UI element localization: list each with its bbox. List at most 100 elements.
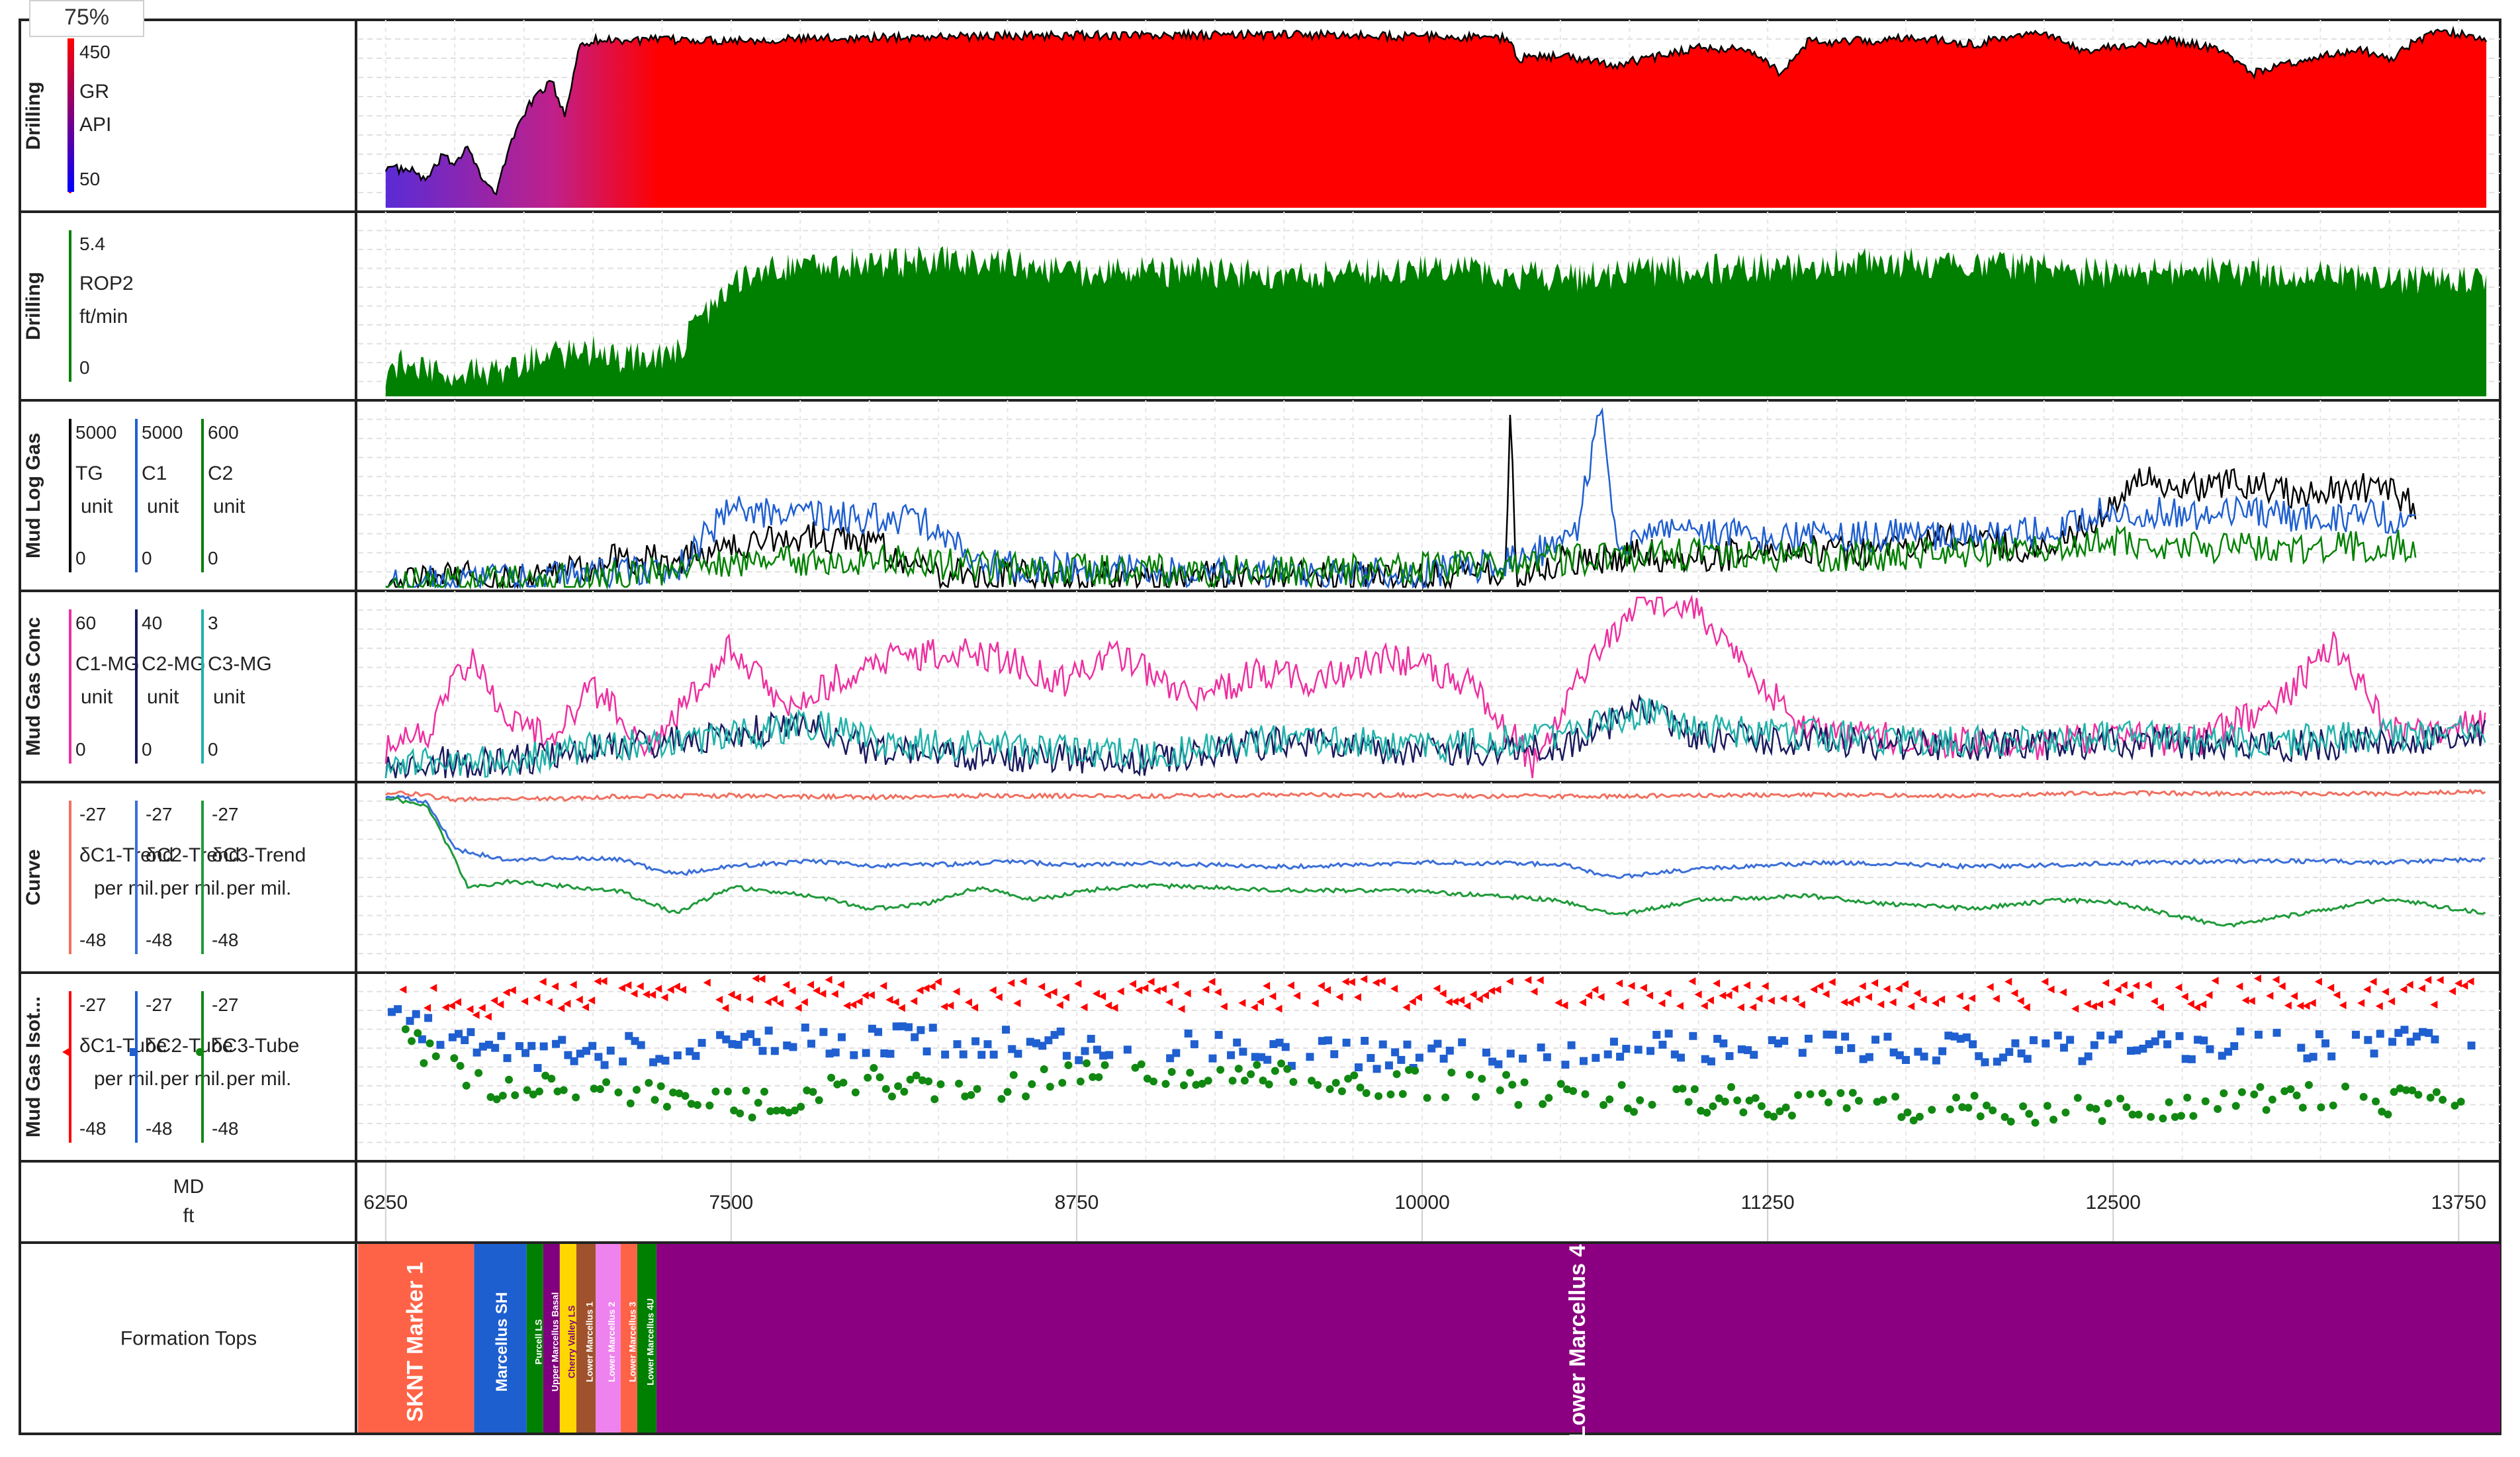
legend-unit: unit (213, 686, 246, 708)
data-point (686, 1047, 694, 1056)
data-point (1828, 978, 1836, 987)
data-point (1149, 1077, 1158, 1086)
data-point (1961, 1004, 1969, 1012)
data-point (1915, 1112, 1924, 1121)
legend-marker-square (130, 1048, 138, 1056)
data-point (1597, 993, 1605, 1001)
series-c1-mg (384, 594, 2486, 779)
data-point (1822, 990, 1830, 998)
legend-marker-triangle (62, 1047, 70, 1057)
data-point (736, 1109, 744, 1118)
data-point (1779, 994, 1787, 1003)
data-point (1271, 1067, 1279, 1075)
series-line (384, 697, 2486, 779)
data-point (1415, 1053, 1423, 1062)
data-point (934, 977, 942, 986)
data-point (1889, 998, 1897, 1006)
md-tick-label: 11250 (1741, 1192, 1795, 1214)
data-point (1578, 998, 1586, 1007)
data-point (455, 1030, 463, 1038)
legend-unit: unit (147, 686, 179, 708)
data-point (1737, 1045, 1746, 1053)
data-point (1733, 1096, 1742, 1104)
series-area (385, 245, 2487, 396)
data-point (1064, 1061, 1073, 1069)
data-point (600, 1061, 609, 1069)
data-point (2253, 974, 2261, 983)
data-point (2010, 989, 2018, 998)
data-point (815, 1096, 823, 1104)
data-point (783, 1041, 791, 1050)
data-point (831, 1048, 840, 1057)
data-point (651, 1096, 659, 1104)
data-point (655, 1055, 664, 1063)
data-point (2436, 976, 2444, 985)
data-point (1283, 1065, 1292, 1073)
data-point (2375, 1002, 2383, 1010)
data-point (2175, 1032, 2184, 1040)
data-point (1411, 1067, 1419, 1075)
legend-unit: ft/min (79, 306, 128, 328)
formation-band (576, 1244, 596, 1433)
data-point (594, 1053, 603, 1061)
data-point (1433, 1039, 1442, 1048)
data-point (582, 1047, 591, 1055)
data-point (1256, 998, 1264, 1006)
data-point (1458, 1038, 1466, 1047)
data-point (1390, 985, 1398, 993)
data-point (1165, 998, 1173, 1006)
data-point (1123, 1045, 1132, 1054)
data-point (1684, 1098, 1693, 1106)
data-point (1186, 1069, 1194, 1077)
data-point (825, 975, 832, 984)
data-point (2359, 1092, 2368, 1101)
data-point (572, 1093, 580, 1102)
data-point (1238, 998, 1246, 1007)
data-point (2092, 1104, 2100, 1113)
data-point (1561, 1061, 1570, 1069)
data-point (1895, 1051, 1904, 1059)
data-point (472, 1048, 481, 1057)
data-point (797, 1102, 805, 1111)
data-point (1265, 1080, 1273, 1088)
data-point (1962, 1033, 1971, 1041)
data-point (1403, 1040, 1412, 1049)
md-axis-unit: ft (183, 1205, 195, 1227)
data-point (971, 1003, 979, 1012)
data-point (1441, 1093, 1450, 1102)
data-point (1895, 985, 1903, 993)
data-point (2043, 1102, 2051, 1110)
data-point (2256, 1082, 2265, 1091)
data-point (2369, 977, 2377, 986)
data-point (559, 1086, 568, 1094)
data-point (1056, 1027, 1065, 1036)
data-point (496, 1000, 504, 1008)
data-point (953, 1040, 962, 1049)
data-point (448, 1033, 457, 1041)
legend-top: 40 (142, 613, 162, 633)
data-point (722, 1035, 731, 1043)
data-point (508, 986, 516, 994)
zoom-level[interactable]: 75% (29, 0, 144, 37)
data-point (1822, 1030, 1831, 1039)
data-point (2364, 1036, 2372, 1044)
data-point (1131, 1063, 1140, 1072)
data-point (1871, 1036, 1880, 1044)
data-point (2171, 1113, 2179, 1122)
data-point (900, 1087, 909, 1096)
data-point (1275, 1038, 1284, 1047)
data-point (1859, 1055, 1868, 1063)
legend-c1-mg: 60 C1-MG unit 0 (69, 609, 140, 764)
data-point (2218, 1051, 2226, 1060)
data-point (1046, 1082, 1054, 1091)
data-point (973, 1084, 981, 1093)
data-point (484, 1040, 493, 1049)
data-point (790, 1106, 799, 1115)
data-point (1361, 1036, 1369, 1045)
data-point (1744, 1046, 1752, 1055)
data-point (2023, 1055, 2032, 1063)
data-point (1958, 1103, 1967, 1112)
data-point (1228, 1077, 1237, 1085)
data-point (2414, 1090, 2423, 1099)
data-point (478, 1004, 486, 1012)
